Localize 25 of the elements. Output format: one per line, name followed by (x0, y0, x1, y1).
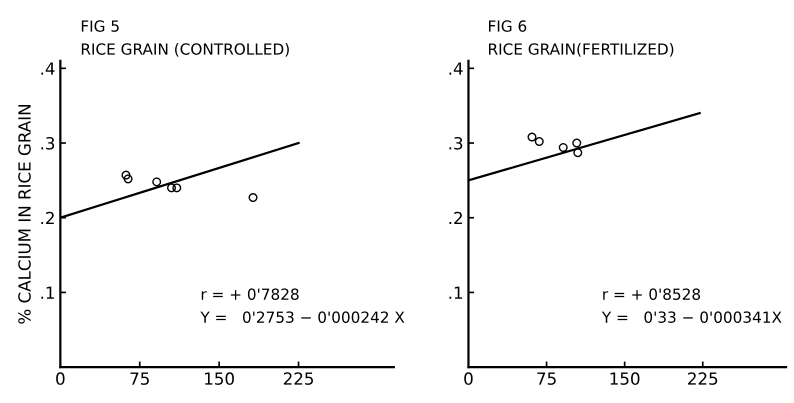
chart-title: FIG 5 (82, 20, 119, 32)
x-tick-label: 225 (284, 372, 313, 385)
y-tick-label: .3 (41, 136, 54, 150)
y-tick-label: .4 (449, 62, 463, 75)
x-tick-label: 0 (56, 372, 65, 385)
y-tick-label: .2 (41, 212, 54, 224)
chart-subtitle: RICE GRAIN(FERTILIZED) (489, 43, 674, 57)
x-tick-label: 0 (464, 372, 473, 385)
x-tick-label: 75 (130, 372, 149, 385)
x-tick-label: 150 (205, 372, 234, 385)
annotation: r = + 0'7828 (202, 288, 299, 300)
x-tick-label: 150 (610, 372, 640, 385)
y-axis-title: % CALCIUM IN RICE GRAIN (18, 105, 31, 324)
y-tick-label: .1 (41, 286, 54, 299)
y-tick-label: .2 (449, 212, 462, 224)
annotation: Y = 0'2753 − 0'000242 X (200, 311, 404, 323)
y-tick-label: .3 (449, 136, 462, 150)
chart-title: FIG 6 (489, 20, 526, 32)
y-tick-label: .4 (41, 62, 55, 75)
annotation: Y = 0'33 − 0'000341X (602, 311, 782, 323)
annotation: r = + 0'8528 (603, 288, 700, 300)
x-tick-label: 225 (688, 372, 718, 385)
y-tick-label: .1 (449, 286, 462, 299)
chart-subtitle: RICE GRAIN (CONTROLLED) (82, 43, 289, 57)
x-tick-label: 75 (537, 372, 556, 385)
